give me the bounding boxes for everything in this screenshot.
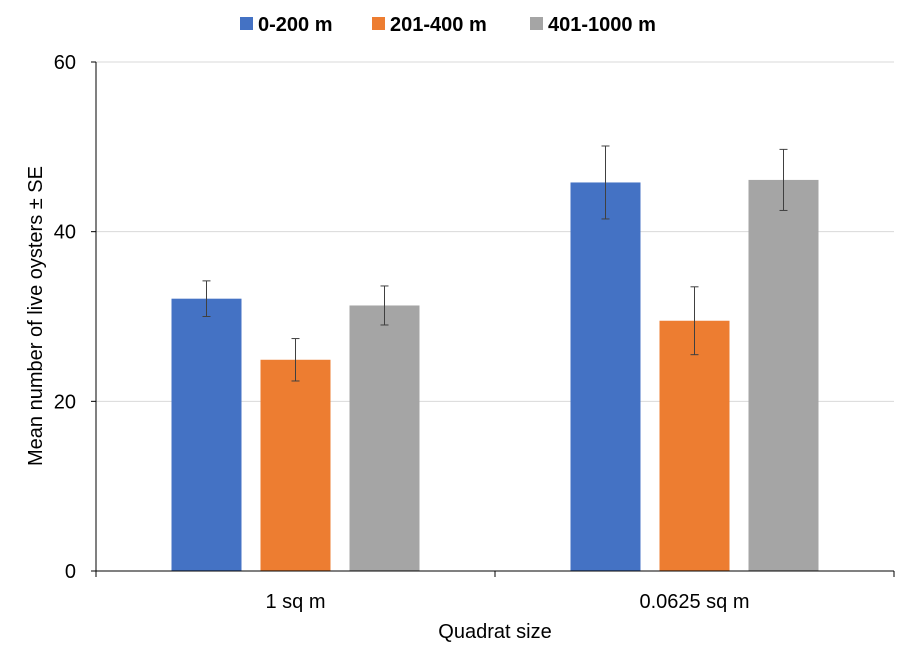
axes bbox=[95, 62, 895, 577]
bar bbox=[570, 182, 641, 572]
x-category-label: 0.0625 sq m bbox=[639, 591, 749, 613]
x-category-labels: 1 sq m 0.0625 sq m bbox=[265, 591, 749, 613]
legend-swatch bbox=[372, 17, 385, 30]
y-tick-label: 40 bbox=[54, 222, 76, 244]
y-tick-label: 0 bbox=[65, 561, 76, 583]
legend-label: 0-200 m bbox=[258, 14, 333, 36]
bars bbox=[171, 179, 819, 572]
legend-label: 201-400 m bbox=[390, 14, 487, 36]
error-bars bbox=[202, 145, 788, 382]
legend-label: 401-1000 m bbox=[548, 14, 656, 36]
bar bbox=[748, 179, 819, 571]
y-tick-label: 60 bbox=[54, 52, 76, 74]
bar bbox=[349, 305, 420, 571]
legend: 0-200 m 201-400 m 401-1000 m bbox=[240, 14, 656, 36]
x-category-label: 1 sq m bbox=[265, 591, 325, 613]
legend-swatch bbox=[530, 17, 543, 30]
bar bbox=[260, 359, 331, 571]
bar bbox=[171, 298, 242, 571]
y-axis-title: Mean number of live oysters ± SE bbox=[25, 166, 47, 466]
y-tick-label: 20 bbox=[54, 391, 76, 413]
bar bbox=[659, 320, 730, 571]
y-tick-labels: 0 20 40 60 bbox=[54, 52, 96, 583]
x-axis-title: Quadrat size bbox=[438, 621, 551, 643]
legend-swatch bbox=[240, 17, 253, 30]
